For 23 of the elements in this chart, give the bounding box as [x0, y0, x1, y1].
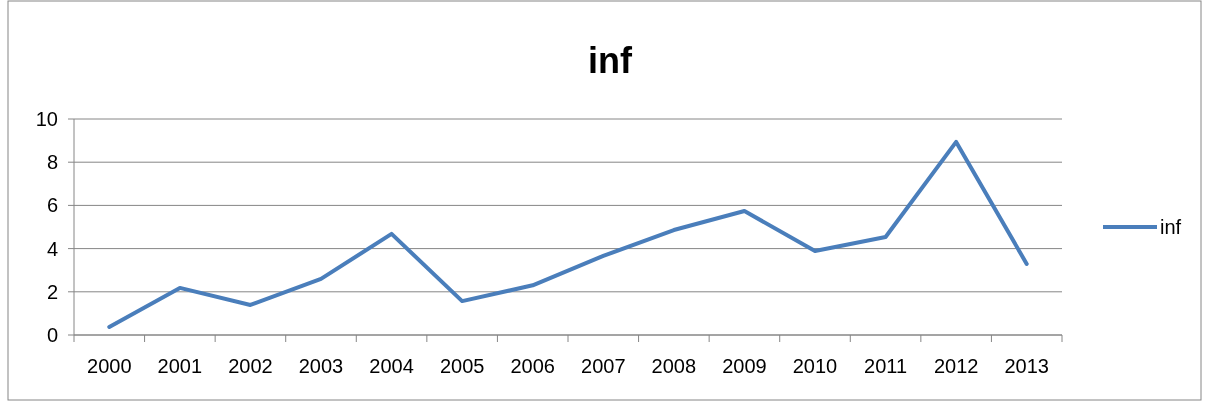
- x-tick-label: 2006: [510, 355, 555, 377]
- x-tick-label: 2004: [369, 355, 414, 377]
- y-tick-label: 8: [46, 151, 58, 174]
- x-tick-label: 2008: [651, 355, 697, 377]
- y-tick-label: 6: [46, 194, 58, 217]
- chart-title: inf: [588, 40, 633, 81]
- line-series: [107, 139, 1029, 330]
- y-tick-label: 4: [46, 237, 58, 260]
- x-tick-label: 2011: [864, 355, 908, 377]
- x-tick-label: 2000: [87, 355, 132, 377]
- x-tick-label: 2013: [1004, 355, 1049, 377]
- x-tick-label: 2003: [298, 355, 344, 377]
- y-tick-label: 2: [46, 280, 58, 303]
- y-tick-label: 0: [46, 324, 58, 346]
- x-tick-label: 2002: [228, 355, 273, 377]
- legend-label: inf: [1160, 216, 1182, 238]
- y-tick-label: 10: [35, 108, 58, 130]
- x-tick-label: 2012: [933, 355, 979, 377]
- x-tick-label: 2009: [722, 355, 767, 377]
- x-tick-label: 2001: [157, 355, 203, 377]
- x-tick-label: 2010: [792, 355, 838, 377]
- x-tick-label: 2005: [439, 355, 485, 377]
- x-tick-label: 2007: [581, 355, 626, 377]
